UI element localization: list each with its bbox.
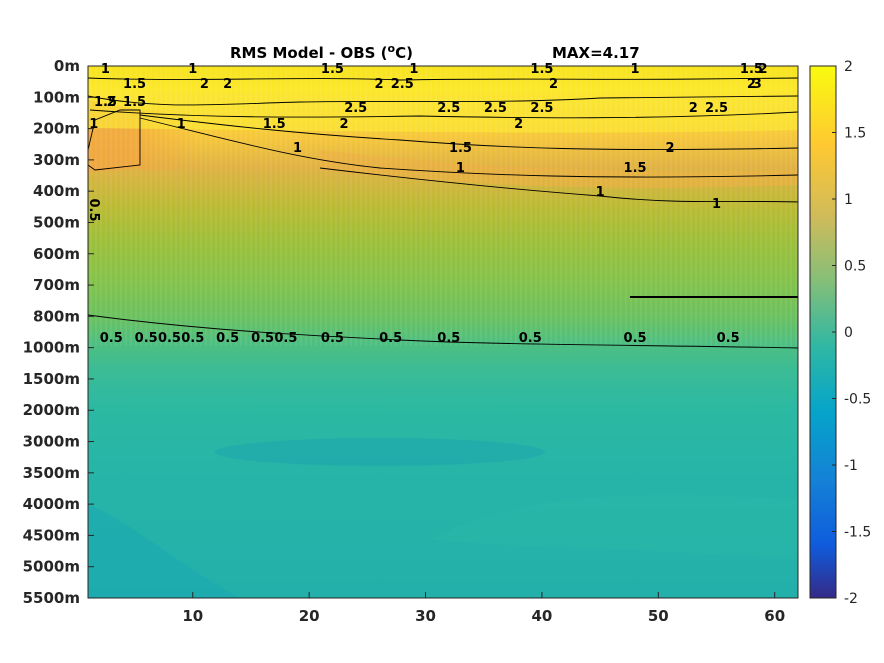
contour-label: 1.5 [624,161,647,176]
contour-label: 1.5 [449,141,472,156]
colorbar-tick-label: 0.5 [844,259,866,275]
colorbar-gradient [809,65,837,599]
x-tick-label: 30 [415,607,436,625]
contour-label: 2 [665,141,674,156]
contour-labels: 1 11.51.5 1 1.5 1 1.522 2 22.52.52.522.5 2.5 2 2.5… [86,62,768,346]
contour-label: 1 [101,62,110,77]
contour-label: 1 [409,62,418,77]
contour-label: 0.5 [519,331,542,346]
x-axis: 10 20 30 40 50 60 [182,592,785,625]
contour-label: 2.5 [344,101,367,116]
contour-label: 0.5 [624,331,647,346]
colorbar: 2 1.5 1 0.5 0 -0.5 -1 -1.5 -2 [809,59,871,607]
contour-label: 1.5 [321,62,344,77]
colorbar-tick-label: 2 [844,59,853,75]
contour-label: 1 [596,185,605,200]
y-tick-label: 0m [54,57,80,75]
title-max: MAX=4.17 [552,44,640,62]
contour-label: 0.5 [251,331,274,346]
colorbar-tick-label: 0 [844,325,853,341]
x-tick-label: 20 [299,607,320,625]
contour-label: 1 [188,62,197,77]
contour-label: 1.5 [123,77,146,92]
contour-label: 0.5 [437,331,460,346]
y-tick-label: 1500m [23,370,80,388]
title-prefix: RMS Model - OBS ( [230,44,388,62]
y-tick-label: 1000m [23,339,80,357]
y-tick-label: 400m [33,182,80,200]
y-tick-label: 3500m [23,464,80,482]
contour-label: 2 [374,77,383,92]
svg-text:RMS Model - OBS (oC): RMS Model - OBS (oC) [230,42,413,62]
y-tick-label: 100m [33,88,80,106]
contour-label: 1.5 [94,95,117,110]
contour-label: 2 [107,95,116,110]
contour-label: 1 [177,117,186,132]
y-tick-label: 2000m [23,401,80,419]
contour-label: 1.5 [530,62,553,77]
colorbar-tick-label: -1 [844,458,858,474]
contour-label: 2.5 [705,101,728,116]
y-tick-label: 200m [33,120,80,138]
contour-label: 0.5 [321,331,344,346]
contour-label: 0.5 [717,331,740,346]
y-tick-label: 800m [33,307,80,325]
contour-label: 1 [631,62,640,77]
contour-label: 2 [549,77,558,92]
contour-label: 2 [747,77,756,92]
x-tick-label: 50 [648,607,669,625]
contour-label: 1 [293,141,302,156]
contour-label: 2 [340,117,349,132]
contour-label: 1 [456,161,465,176]
colorbar-tick-label: 1 [844,192,853,208]
y-tick-label: 700m [33,276,80,294]
x-tick-label: 40 [531,607,552,625]
contour-label: 2 [223,77,232,92]
x-tick-label: 10 [182,607,203,625]
contour-label: 2 [689,101,698,116]
contour-label: 2 [200,77,209,92]
plot-frame [87,65,799,599]
contour-label: 2.5 [530,101,553,116]
heatmap-field [88,66,798,598]
contour-label: 2.5 [391,77,414,92]
title-unit: C) [395,44,413,62]
contour-label: 2 [514,117,523,132]
contour-label: 0.5 [86,198,101,221]
contour-label: 1.5 [740,62,763,77]
colorbar-tick-label: -0.5 [844,392,871,408]
x-tick-label: 60 [764,607,785,625]
colorbar-tick-label: -1.5 [844,525,871,541]
contour-label: 1 [712,197,721,212]
contour-label: 0.5 [181,331,204,346]
y-tick-label: 500m [33,213,80,231]
y-tick-label: 4000m [23,495,80,513]
colorbar-ticks: 2 1.5 1 0.5 0 -0.5 -1 -1.5 -2 [832,59,871,607]
y-tick-label: 4500m [23,526,80,544]
contour-label: 2 [759,62,768,77]
contour-label: 3 [753,77,762,92]
y-tick-label: 5500m [23,589,80,607]
y-tick-label: 300m [33,151,80,169]
contour-label: 2.5 [484,101,507,116]
colorbar-tick-label: -2 [844,591,858,607]
y-axis: 0m 100m 200m 300m 400m 500m 600m 700m 800m 1000m 1… [23,57,94,607]
contour-label: 2.5 [437,101,460,116]
contour-label: 0.5 [274,331,297,346]
y-tick-label: 5000m [23,558,80,576]
contour-label: 0.5 [100,331,123,346]
title-unit-sup: o [388,42,396,55]
contour-label: 0.5 [158,331,181,346]
contour-label: 0.5 [135,331,158,346]
contour-label: 1.5 [123,95,146,110]
chart-title: RMS Model - OBS (oC) MAX=4.17 [230,42,640,62]
contour-label: 0.5 [216,331,239,346]
y-tick-label: 3000m [23,433,80,451]
contour-label: 1.5 [263,117,286,132]
colorbar-tick-label: 1.5 [844,126,866,142]
contour-label: 1 [89,117,98,132]
contour-label: 0.5 [379,331,402,346]
y-tick-label: 600m [33,245,80,263]
